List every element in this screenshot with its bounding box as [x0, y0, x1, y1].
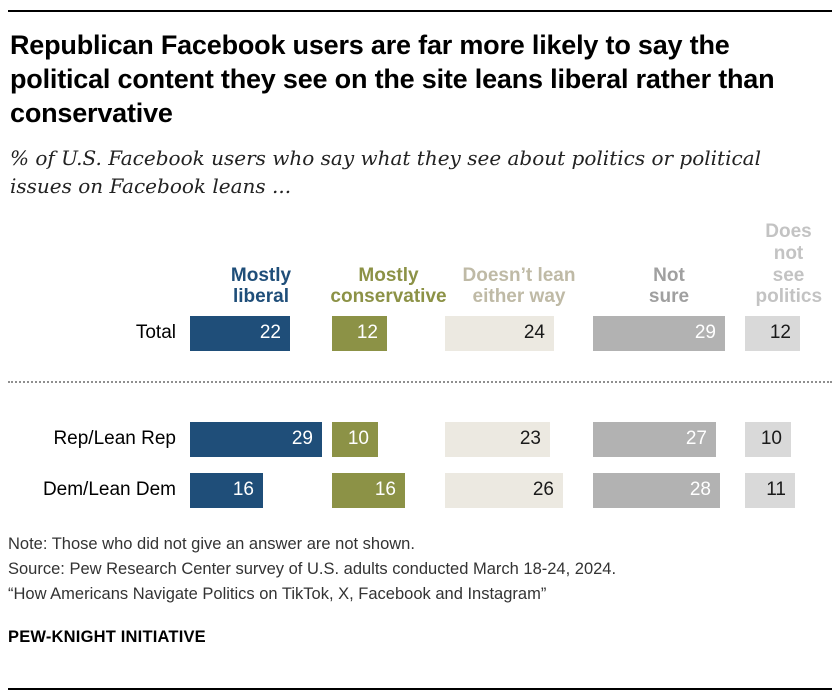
column-header-mostly-conservative: Mostly conservative	[330, 264, 447, 309]
column-header-not-sure: Not sure	[593, 265, 745, 309]
bar-mostly-liberal: 22	[190, 315, 290, 351]
bar-value: 12	[769, 322, 791, 344]
column-slot-does-not-see-politics: 10	[745, 421, 832, 457]
bar-value: 16	[232, 479, 254, 501]
bar-value: 27	[685, 428, 707, 450]
column-header-label: Doesn’t lean either way	[462, 264, 576, 308]
bar-does-not-see-politics: 12	[745, 315, 800, 351]
column-slot-mostly-liberal: 22	[190, 315, 332, 351]
bar-not-sure: 27	[593, 421, 716, 457]
column-slot-not-sure: 29	[593, 315, 745, 351]
section-divider	[8, 381, 832, 384]
bar-value: 10	[760, 428, 782, 450]
column-header-label: Does not see politics	[755, 220, 823, 308]
top-rule	[8, 10, 832, 12]
bar-value: 10	[347, 428, 369, 450]
bar-mostly-conservative: 10	[332, 421, 378, 457]
row-label: Dem/Lean Dem	[42, 479, 176, 501]
chart-row-dem-lean-dem: Dem/Lean Dem 16 16 26 28 11	[8, 472, 832, 508]
bar-value: 11	[766, 479, 786, 501]
row-label: Total	[135, 322, 176, 344]
bar-does-not-see-politics: 11	[745, 472, 795, 508]
column-header-doesnt-lean-either-way: Doesn’t lean either way	[445, 265, 593, 309]
report-title-line: “How Americans Navigate Politics on TikT…	[8, 584, 547, 603]
chart-row-total: Total 22 12 24 29 12	[8, 315, 832, 351]
bar-not-sure: 29	[593, 315, 725, 351]
column-slot-mostly-conservative: 10	[332, 421, 445, 457]
bar-value: 29	[291, 428, 313, 450]
column-header-label: Mostly liberal	[230, 264, 292, 308]
bar-chart: Mostly liberal Mostly conservative Doesn’t…	[8, 221, 832, 508]
bar-does-not-see-politics: 10	[745, 421, 791, 457]
bar-mostly-liberal: 29	[190, 421, 322, 457]
column-slot-does-not-see-politics: 12	[745, 315, 832, 351]
footer-brand: PEW-KNIGHT INITIATIVE	[8, 628, 206, 647]
chart-title: Republican Facebook users are far more l…	[10, 30, 775, 129]
bar-value: 28	[689, 479, 711, 501]
bar-value: 26	[532, 479, 554, 501]
party-rows-group: Rep/Lean Rep 29 10 23 27 10 Dem/Lean Dem 16 16 26…	[8, 421, 832, 508]
column-slot-mostly-liberal: 29	[190, 421, 332, 457]
category-headers: Mostly liberal Mostly conservative Doesn’t…	[8, 221, 832, 308]
column-slot-mostly-conservative: 12	[332, 315, 445, 351]
note-line: Note: Those who did not give an answer a…	[8, 535, 415, 554]
column-slot-doesnt-lean-either-way: 23	[445, 421, 593, 457]
column-slot-not-sure: 27	[593, 421, 745, 457]
column-slot-doesnt-lean-either-way: 24	[445, 315, 593, 351]
bar-doesnt-lean-either-way: 23	[445, 421, 550, 457]
bar-value: 29	[694, 322, 716, 344]
column-header-label: Not sure	[648, 264, 690, 308]
chart-row-rep-lean-rep: Rep/Lean Rep 29 10 23 27 10	[8, 421, 832, 457]
column-slot-mostly-conservative: 16	[332, 472, 445, 508]
bar-not-sure: 28	[593, 472, 720, 508]
bar-mostly-conservative: 16	[332, 472, 405, 508]
chart-subtitle: % of U.S. Facebook users who say what th…	[10, 146, 761, 199]
column-header-mostly-liberal: Mostly liberal	[190, 265, 332, 309]
notes-block: Note: Those who did not give an answer a…	[8, 532, 832, 606]
bar-mostly-conservative: 12	[332, 315, 387, 351]
bar-value: 16	[374, 479, 396, 501]
bar-value: 24	[523, 322, 545, 344]
column-header-label: Mostly conservative	[330, 264, 447, 308]
bottom-rule	[8, 688, 832, 690]
row-label: Rep/Lean Rep	[53, 428, 176, 450]
bar-value: 23	[519, 428, 541, 450]
column-slot-mostly-liberal: 16	[190, 472, 332, 508]
bar-value: 12	[356, 322, 378, 344]
column-header-does-not-see-politics: Does not see politics	[745, 221, 832, 308]
bar-value: 22	[259, 322, 281, 344]
column-slot-doesnt-lean-either-way: 26	[445, 472, 593, 508]
source-line: Source: Pew Research Center survey of U.…	[8, 559, 617, 578]
column-slot-not-sure: 28	[593, 472, 745, 508]
bar-doesnt-lean-either-way: 26	[445, 472, 563, 508]
bar-mostly-liberal: 16	[190, 472, 263, 508]
column-slot-does-not-see-politics: 11	[745, 472, 832, 508]
total-row-group: Total 22 12 24 29 12	[8, 315, 832, 351]
bar-doesnt-lean-either-way: 24	[445, 315, 554, 351]
